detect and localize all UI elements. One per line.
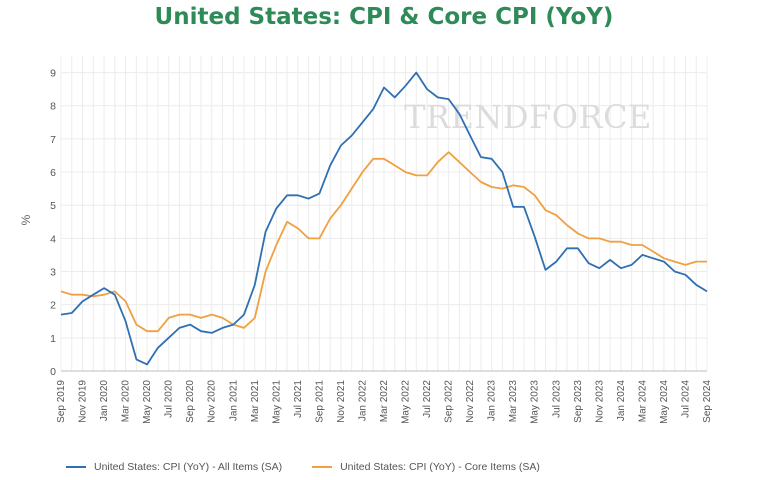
x-tick-label: Jul 2023	[551, 380, 562, 418]
x-tick-label: Mar 2020	[121, 380, 132, 423]
series-line-core	[60, 151, 707, 333]
x-tick-label: Nov 2020	[207, 380, 218, 423]
x-tick-label: Jul 2024	[680, 380, 691, 418]
x-tick-label: Nov 2023	[594, 380, 605, 423]
legend-swatch-core	[312, 466, 333, 468]
chart-legend: United States: CPI (YoY) - All Items (SA…	[66, 461, 540, 473]
y-tick-label: 2	[50, 300, 56, 312]
y-axis-ticks: 0 1 2 3 4 5 6 7 8 9	[50, 68, 56, 378]
x-tick-label: Jul 2020	[164, 380, 175, 418]
y-tick-label: 9	[50, 68, 56, 80]
x-axis-ticks: Sep 2019 Nov 2019 Jan 2020 Mar 2020 May 2020…	[56, 380, 713, 424]
x-tick-label: Jul 2022	[422, 380, 433, 418]
x-tick-label: Sep 2023	[573, 380, 584, 423]
x-tick-label: Jan 2022	[357, 380, 368, 422]
legend-swatch-cpi	[66, 466, 86, 468]
y-tick-label: 0	[50, 366, 56, 378]
x-tick-label: Nov 2019	[78, 380, 89, 423]
x-tick-label: Nov 2022	[465, 380, 476, 423]
x-tick-label: Jan 2021	[228, 380, 239, 422]
x-tick-label: Jul 2021	[293, 380, 304, 418]
watermark: TRENDFORCE	[404, 98, 652, 136]
x-tick-label: Mar 2023	[508, 380, 519, 423]
x-tick-label: May 2022	[401, 380, 412, 424]
y-axis-label: %	[19, 214, 33, 225]
x-tick-label: Mar 2024	[637, 380, 648, 423]
chart-title: United States: CPI & Core CPI (YoY)	[154, 4, 614, 30]
x-tick-label: Nov 2021	[336, 380, 347, 423]
x-tick-label: Sep 2024	[702, 380, 713, 423]
legend-label-cpi: United States: CPI (YoY) - All Items (SA…	[94, 461, 283, 473]
x-tick-label: Mar 2021	[250, 380, 261, 423]
x-tick-label: Sep 2022	[444, 380, 455, 423]
series-line-cpi	[60, 71, 708, 366]
x-tick-label: Sep 2020	[185, 380, 196, 423]
y-tick-label: 7	[50, 134, 56, 146]
y-tick-label: 8	[50, 101, 56, 113]
y-tick-label: 6	[50, 167, 56, 179]
x-tick-label: May 2024	[659, 380, 670, 424]
x-tick-label: Jan 2023	[487, 380, 498, 422]
y-tick-label: 5	[50, 200, 56, 212]
legend-item-cpi[interactable]: United States: CPI (YoY) - All Items (SA…	[66, 461, 282, 473]
x-tick-label: Sep 2019	[56, 380, 67, 423]
legend-item-core[interactable]: United States: CPI (YoY) - Core Items (S…	[312, 461, 540, 473]
x-tick-label: Mar 2022	[379, 380, 390, 423]
legend-label-core: United States: CPI (YoY) - Core Items (S…	[340, 461, 540, 473]
y-tick-label: 3	[50, 267, 56, 279]
x-tick-label: May 2023	[530, 380, 541, 424]
x-tick-label: Sep 2021	[314, 380, 325, 423]
x-tick-label: Jan 2020	[99, 380, 110, 422]
x-tick-label: May 2021	[271, 380, 282, 424]
x-tick-label: Jan 2024	[616, 380, 627, 422]
y-tick-label: 4	[50, 233, 56, 245]
x-tick-label: May 2020	[142, 380, 153, 424]
series-lines	[60, 71, 708, 366]
y-tick-label: 1	[50, 333, 56, 345]
